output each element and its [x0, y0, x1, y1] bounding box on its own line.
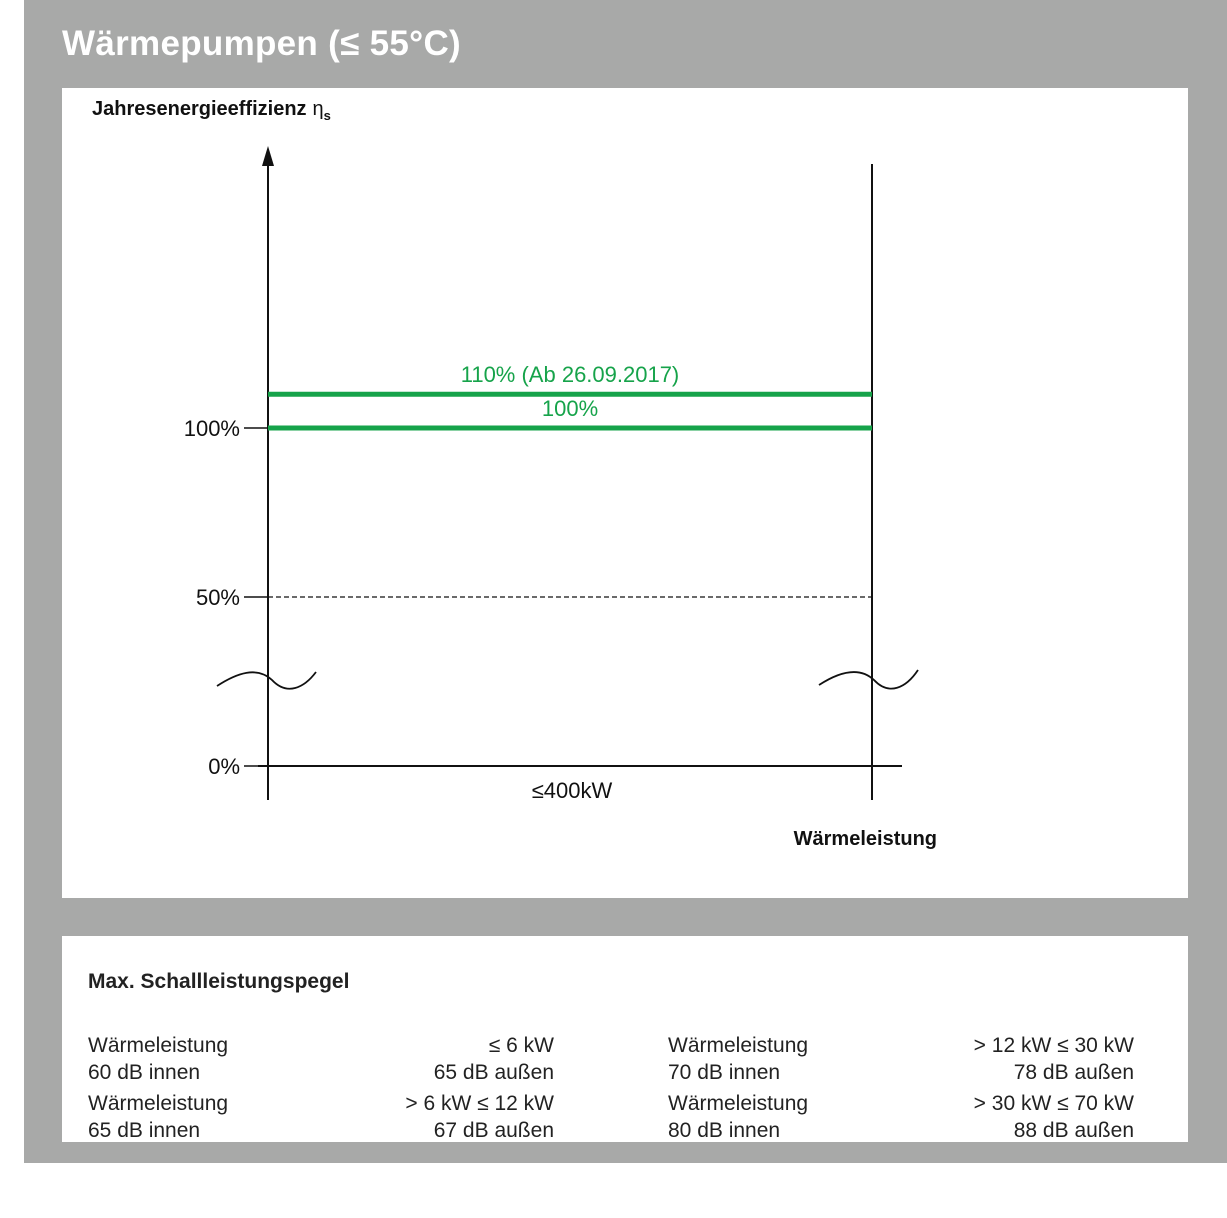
chart-axes — [216, 146, 919, 800]
entry-outside: 65 dB außen — [433, 1061, 554, 1084]
entry-inside: 65 dB innen — [88, 1119, 201, 1142]
entry-inside: 70 dB innen — [668, 1061, 781, 1084]
y-axis-label-text: Jahresenergieeffizienz — [92, 98, 307, 120]
noise-table-panel: Max. Schallleistungspegel Wärmeleistung ≤… — [62, 936, 1188, 1142]
entry-range: > 12 kW ≤ 30 kW — [973, 1034, 1134, 1057]
page-title: Wärmepumpen (≤ 55°C) — [62, 24, 461, 63]
axis-break-right — [818, 669, 919, 690]
entry-label: Wärmeleistung — [88, 1034, 229, 1057]
y-axis-arrow — [262, 146, 274, 166]
series-label-2: 100% — [542, 396, 598, 421]
y-axis-label-subscript: s — [324, 108, 331, 123]
entry-range: ≤ 6 kW — [488, 1034, 554, 1057]
x-axis-label: Wärmeleistung — [794, 828, 937, 850]
y-tick-label: 0% — [208, 754, 240, 779]
chart-ticks: 0% 50% 100% — [184, 416, 268, 779]
y-tick-label: 50% — [196, 585, 240, 610]
entry-label: Wärmeleistung — [88, 1092, 229, 1115]
efficiency-chart: Jahresenergieeffizienz ηs 110% (Ab 26.09.… — [92, 98, 937, 850]
noise-entry-4: Wärmeleistung > 30 kW ≤ 70 kW 80 dB innen… — [668, 1090, 1134, 1144]
y-axis-label-symbol: η — [313, 98, 324, 120]
noise-entry-3: Wärmeleistung > 12 kW ≤ 30 kW 70 dB innen… — [668, 1032, 1134, 1086]
noise-entry-2: Wärmeleistung > 6 kW ≤ 12 kW 65 dB innen 6… — [88, 1090, 554, 1144]
noise-table-title: Max. Schallleistungspegel — [88, 970, 350, 993]
chart-panel: Jahresenergieeffizienz ηs 110% (Ab 26.09.… — [62, 88, 1188, 898]
chart-series: 110% (Ab 26.09.2017) 100% — [268, 362, 872, 598]
entry-label: Wärmeleistung — [668, 1034, 809, 1057]
y-axis-label: Jahresenergieeffizienz ηs — [92, 98, 331, 123]
axis-break-left — [216, 671, 317, 690]
entry-outside: 88 dB außen — [1013, 1119, 1134, 1142]
entry-label: Wärmeleistung — [668, 1092, 809, 1115]
x-tick-label: ≤400kW — [532, 778, 613, 803]
entry-inside: 60 dB innen — [88, 1061, 201, 1084]
entry-outside: 78 dB außen — [1013, 1061, 1134, 1084]
entry-range: > 6 kW ≤ 12 kW — [405, 1092, 554, 1115]
series-label-1: 110% (Ab 26.09.2017) — [461, 362, 680, 387]
entry-inside: 80 dB innen — [668, 1119, 781, 1142]
entry-outside: 67 dB außen — [433, 1119, 554, 1142]
entry-range: > 30 kW ≤ 70 kW — [973, 1092, 1134, 1115]
noise-entry-1: Wärmeleistung ≤ 6 kW 60 dB innen 65 dB auß… — [88, 1032, 554, 1086]
y-tick-label: 100% — [184, 416, 240, 441]
